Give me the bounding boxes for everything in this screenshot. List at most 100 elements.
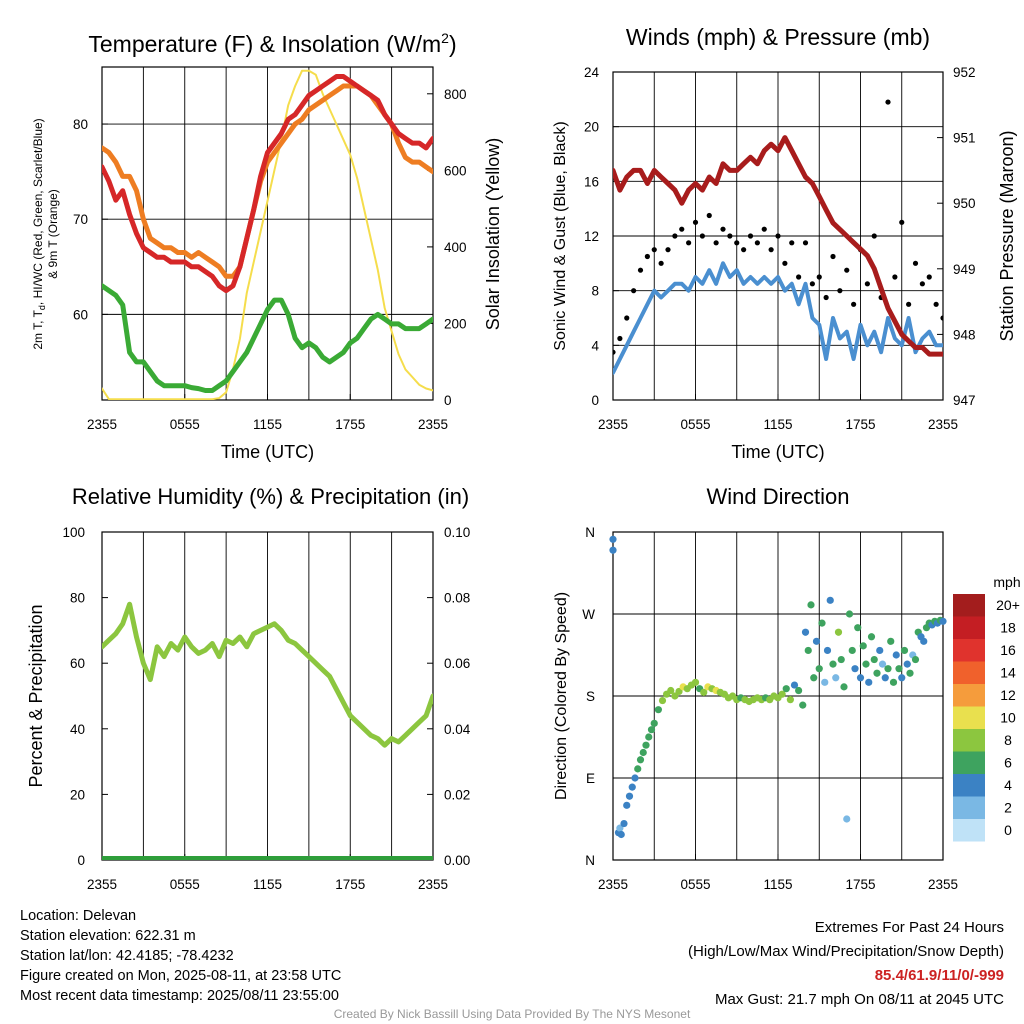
colorbar-label: 4 bbox=[1004, 777, 1012, 793]
y-tick-label: 100 bbox=[62, 525, 85, 540]
direction-point bbox=[639, 748, 647, 757]
y-tick-label: E bbox=[586, 771, 595, 786]
station-elevation: Station elevation: 622.31 m bbox=[20, 928, 196, 944]
x-tick-label: 2355 bbox=[928, 877, 958, 892]
y2-tick-label: 600 bbox=[444, 163, 467, 178]
y2-tick-label: 951 bbox=[953, 131, 976, 146]
y-axis-label: Direction (Colored By Speed) bbox=[553, 592, 570, 800]
x-axis-label: Time (UTC) bbox=[731, 442, 824, 462]
direction-point bbox=[884, 665, 892, 673]
chart-title: Wind Direction bbox=[706, 484, 849, 509]
x-tick-label: 0555 bbox=[170, 877, 200, 892]
gust-point bbox=[802, 240, 809, 246]
direction-point bbox=[834, 628, 843, 636]
direction-point bbox=[862, 660, 870, 668]
direction-point bbox=[642, 741, 650, 749]
y2-tick-label: 0 bbox=[444, 393, 452, 408]
x-tick-label: 1155 bbox=[763, 417, 792, 432]
gust-point bbox=[747, 233, 754, 239]
gust-point bbox=[727, 233, 733, 239]
chart-title: Relative Humidity (%) & Precipitation (i… bbox=[72, 484, 469, 509]
y-axis-label-line2: & 9m T (Orange) bbox=[46, 189, 60, 279]
direction-point bbox=[700, 688, 708, 696]
gust-point bbox=[796, 274, 802, 280]
series-sonic-wind bbox=[613, 261, 943, 375]
y-tick-label: 80 bbox=[73, 117, 88, 132]
colorbar-swatch bbox=[953, 819, 985, 842]
gust-point bbox=[940, 315, 943, 321]
direction-point bbox=[906, 669, 914, 677]
gust-point bbox=[651, 247, 657, 253]
colorbar-swatch bbox=[953, 729, 985, 752]
direction-point bbox=[829, 660, 837, 668]
colorbar-label: 18 bbox=[1000, 620, 1016, 636]
y2-tick-label: 400 bbox=[444, 240, 467, 255]
direction-point bbox=[691, 678, 700, 686]
gust-point bbox=[658, 260, 664, 266]
x-tick-label: 2355 bbox=[928, 417, 958, 432]
y-tick-label: 20 bbox=[70, 787, 85, 802]
colorbar-title: mph bbox=[993, 574, 1020, 590]
direction-point bbox=[856, 674, 865, 682]
gust-point bbox=[741, 247, 747, 253]
direction-point bbox=[654, 706, 662, 714]
direction-point bbox=[851, 665, 859, 673]
y-tick-label: 80 bbox=[70, 591, 85, 606]
extremes-panel: Extremes For Past 24 Hours (High/Low/Max… bbox=[688, 916, 1004, 1012]
y-axis-label: 2m T, Td, HI/WC (Red, Green, Scarlet/Blu… bbox=[31, 118, 47, 349]
station-location: Location: Delevan bbox=[20, 908, 137, 924]
direction-point bbox=[675, 687, 683, 696]
gust-point bbox=[761, 226, 767, 232]
y2-tick-label: 800 bbox=[444, 87, 467, 102]
x-tick-label: 1755 bbox=[335, 877, 365, 892]
colorbar-label: 14 bbox=[1000, 665, 1016, 681]
direction-point bbox=[786, 696, 794, 704]
gust-point bbox=[624, 315, 630, 321]
y-tick-label: 20 bbox=[584, 120, 599, 135]
x-tick-label: 1755 bbox=[845, 877, 875, 892]
series-humidity bbox=[102, 601, 433, 748]
y2-tick-label: 950 bbox=[953, 196, 976, 211]
gust-point bbox=[809, 281, 815, 287]
direction-point bbox=[900, 646, 909, 655]
station-latlon: Station lat/lon: 42.4185; -78.4232 bbox=[20, 948, 234, 964]
x-tick-label: 1155 bbox=[253, 417, 282, 432]
direction-point bbox=[625, 792, 634, 800]
direction-point bbox=[790, 681, 799, 689]
x-tick-label: 1155 bbox=[253, 877, 282, 892]
gust-point bbox=[706, 212, 712, 219]
x-tick-label: 1155 bbox=[763, 877, 792, 892]
direction-point bbox=[818, 619, 826, 627]
direction-point bbox=[848, 646, 856, 655]
colorbar-label: 2 bbox=[1004, 800, 1012, 816]
y-tick-label: 16 bbox=[584, 174, 599, 189]
direction-point bbox=[867, 633, 876, 641]
y-tick-label: N bbox=[585, 525, 595, 540]
direction-point bbox=[889, 678, 898, 686]
gust-point bbox=[782, 260, 788, 266]
direction-point bbox=[782, 685, 790, 693]
series-group bbox=[102, 601, 433, 860]
panel-temperature: Temperature (F) & Insolation (W/m2) 60 70 8… bbox=[31, 30, 503, 462]
colorbar-label: 8 bbox=[1004, 732, 1012, 748]
direction-point bbox=[843, 815, 851, 823]
extremes-title: Extremes For Past 24 Hours bbox=[814, 919, 1004, 936]
colorbar-label: 0 bbox=[1004, 822, 1012, 838]
direction-point bbox=[647, 726, 656, 734]
direction-point bbox=[623, 801, 631, 809]
y-tick-label: 0 bbox=[77, 853, 85, 868]
colorbar-label: 20+ bbox=[996, 597, 1020, 613]
colorbar-swatch bbox=[953, 706, 985, 729]
colorbar: mph 20+ 18 16 14 12 10 8 6 4 2 0 bbox=[953, 574, 1021, 842]
direction-point bbox=[650, 719, 658, 727]
colorbar-swatch bbox=[953, 639, 985, 662]
colorbar-swatch bbox=[953, 594, 985, 617]
y2-tick-label: 948 bbox=[953, 327, 976, 342]
y2-tick-label: 0.02 bbox=[444, 787, 470, 802]
y-tick-label: 8 bbox=[591, 284, 599, 299]
y2-tick-label: 0.10 bbox=[444, 525, 470, 540]
colorbar-label: 6 bbox=[1004, 755, 1012, 771]
gust-point bbox=[926, 274, 932, 280]
direction-point bbox=[892, 651, 900, 659]
direction-point bbox=[807, 601, 815, 609]
